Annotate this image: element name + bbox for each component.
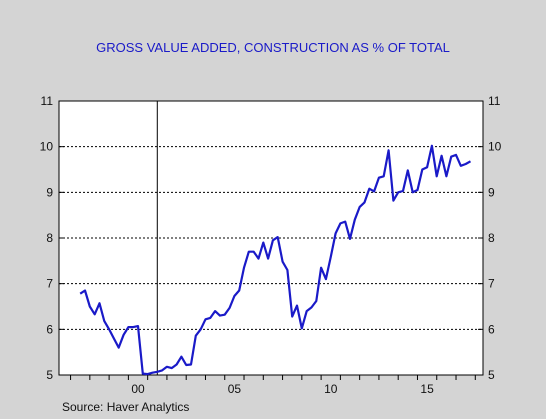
x-axis-labels: 00 05 10 15 (131, 382, 434, 396)
y-tick-label-right: 6 (488, 322, 495, 336)
y-tick-label-right: 5 (488, 368, 495, 382)
axis-ticks (59, 100, 483, 380)
x-tick-label: 10 (324, 382, 338, 396)
y-tick-label-left: 5 (46, 368, 53, 382)
y-tick-label-right: 8 (488, 231, 495, 245)
y-tick-label-left: 6 (46, 322, 53, 336)
y-tick-label-left: 9 (46, 185, 53, 199)
y-tick-label-left: 11 (41, 94, 54, 108)
y-tick-label-right: 9 (488, 185, 495, 199)
x-tick-label: 00 (131, 382, 145, 396)
y-tick-label-left: 7 (46, 277, 53, 291)
y-tick-label-right: 7 (488, 277, 495, 291)
y-axis-right-labels: 5 6 7 8 9 10 11 (488, 94, 502, 382)
y-tick-label-left: 8 (46, 231, 53, 245)
source-note: Source: Haver Analytics (62, 400, 189, 414)
y-tick-label-left: 10 (40, 140, 54, 154)
y-tick-label-right: 10 (488, 140, 502, 154)
x-tick-label: 15 (420, 382, 434, 396)
x-tick-label: 05 (228, 382, 242, 396)
chart-title: GROSS VALUE ADDED, CONSTRUCTION AS % OF … (96, 40, 450, 55)
series-line-construction-share (79, 144, 472, 376)
y-tick-label-right: 11 (488, 94, 501, 108)
y-axis-left-labels: 5 6 7 8 9 10 11 (40, 94, 54, 382)
